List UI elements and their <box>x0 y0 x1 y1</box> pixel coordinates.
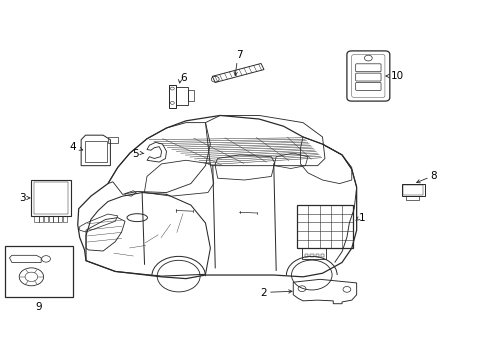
Text: 6: 6 <box>180 73 186 83</box>
Text: 7: 7 <box>236 50 243 60</box>
Bar <box>321 254 324 257</box>
Bar <box>34 216 39 222</box>
Bar <box>176 87 188 105</box>
Text: 3: 3 <box>20 193 26 203</box>
Bar <box>62 216 67 222</box>
Bar <box>188 90 194 101</box>
Bar <box>4 246 73 297</box>
Text: 2: 2 <box>259 288 266 298</box>
Bar <box>401 184 424 196</box>
Text: 8: 8 <box>429 171 435 181</box>
Bar <box>315 254 319 257</box>
Bar <box>44 216 48 222</box>
Bar <box>31 180 71 216</box>
Bar <box>34 182 68 214</box>
Bar <box>53 216 58 222</box>
Bar <box>297 205 352 248</box>
Bar <box>403 185 422 195</box>
Bar <box>39 216 43 222</box>
Text: 9: 9 <box>35 302 42 312</box>
Text: 10: 10 <box>390 71 403 81</box>
Bar <box>85 140 106 162</box>
Bar <box>305 254 308 257</box>
Bar <box>48 216 53 222</box>
Bar <box>310 254 313 257</box>
Text: 4: 4 <box>69 142 76 152</box>
Bar <box>168 85 176 108</box>
Bar <box>58 216 62 222</box>
Text: 5: 5 <box>132 149 139 159</box>
Bar <box>406 196 418 201</box>
Text: 1: 1 <box>358 213 365 223</box>
